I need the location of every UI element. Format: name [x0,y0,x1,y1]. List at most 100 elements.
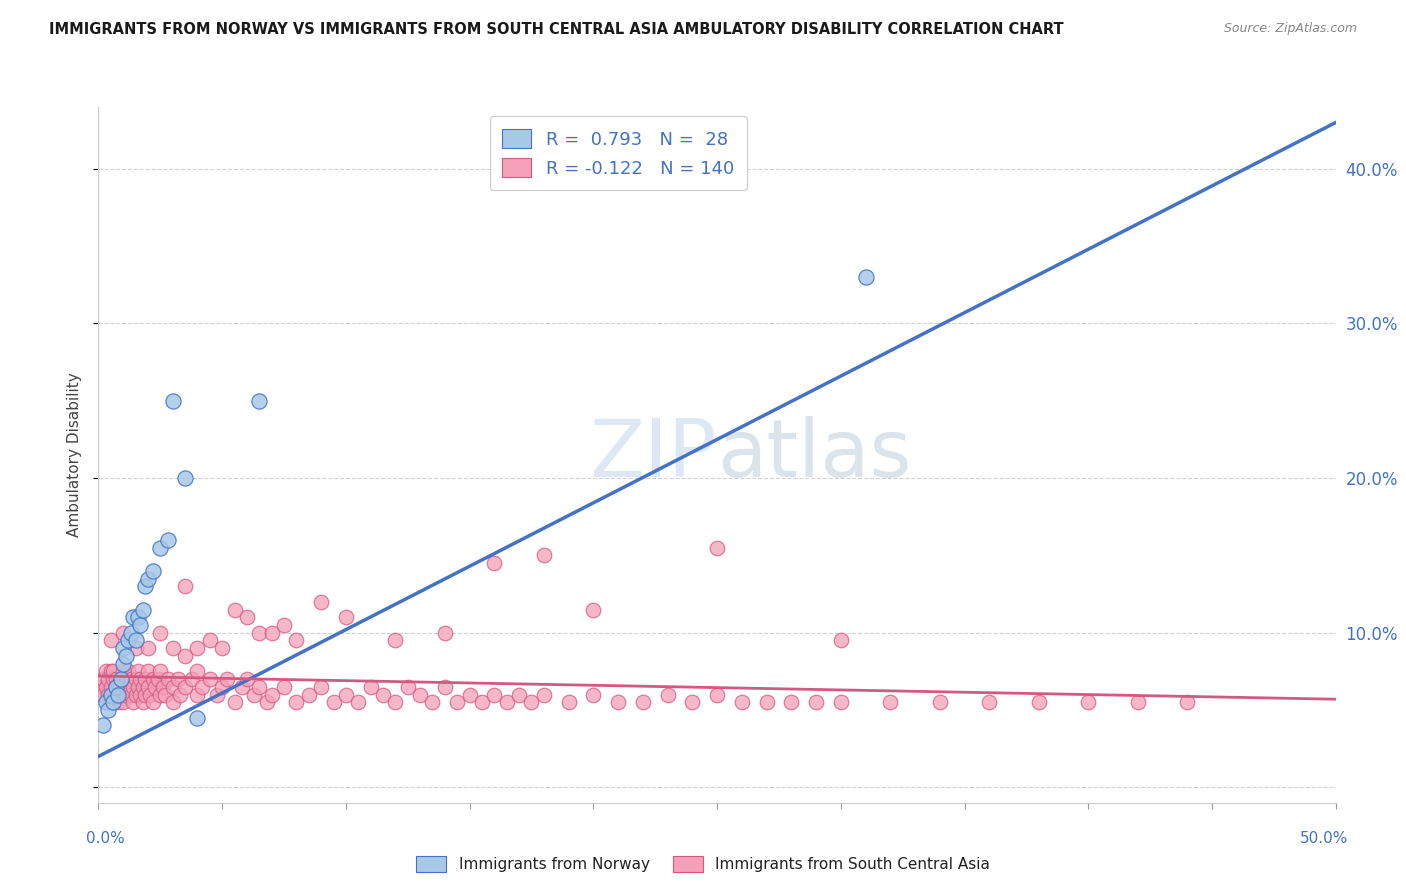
Point [134,672,156,686]
Point [409,688,432,702]
Point [422,695,444,709]
Point [298,688,321,702]
Point [236,610,259,624]
Point [114,672,136,686]
Point [93,688,115,702]
Point [335,610,357,624]
Point [93,672,115,686]
Point [309,595,332,609]
Point [706,688,728,702]
Y-axis label: Ambulatory Disability: Ambulatory Disability [67,373,83,537]
Point [285,695,308,709]
Point [134,579,156,593]
Point [181,672,204,686]
Point [681,695,703,709]
Point [112,695,135,709]
Text: IMMIGRANTS FROM NORWAY VS IMMIGRANTS FROM SOUTH CENTRAL ASIA AMBULATORY DISABILI: IMMIGRANTS FROM NORWAY VS IMMIGRANTS FRO… [49,22,1064,37]
Point [149,665,172,679]
Point [371,688,394,702]
Point [247,625,270,640]
Text: 50.0%: 50.0% [1299,830,1348,846]
Point [1077,695,1099,709]
Point [198,633,221,648]
Point [217,672,239,686]
Point [110,672,132,686]
Point [103,695,125,709]
Point [224,695,246,709]
Point [169,688,191,702]
Point [155,688,177,702]
Point [533,549,555,563]
Point [495,695,517,709]
Point [557,695,579,709]
Point [335,688,357,702]
Point [142,695,165,709]
Point [104,672,127,686]
Point [162,695,184,709]
Point [174,471,197,485]
Point [384,633,406,648]
Point [273,680,295,694]
Point [114,648,136,663]
Point [129,618,152,632]
Point [231,680,253,694]
Point [256,695,278,709]
Point [104,680,127,694]
Point [186,711,208,725]
Point [582,688,605,702]
Point [186,688,208,702]
Point [142,564,165,578]
Point [508,688,530,702]
Point [110,688,132,702]
Point [804,695,827,709]
Point [484,688,506,702]
Point [156,672,179,686]
Point [94,665,117,679]
Point [122,695,145,709]
Point [247,680,270,694]
Text: 0.0%: 0.0% [86,830,125,846]
Point [139,688,162,702]
Point [260,625,283,640]
Point [100,688,122,702]
Point [174,579,197,593]
Point [112,680,135,694]
Point [520,695,543,709]
Point [631,695,654,709]
Point [100,680,122,694]
Point [309,680,332,694]
Point [134,688,156,702]
Point [122,610,145,624]
Point [928,695,950,709]
Point [127,665,149,679]
Point [446,695,468,709]
Point [360,680,382,694]
Point [780,695,803,709]
Point [731,695,754,709]
Point [132,602,155,616]
Point [97,688,120,702]
Point [94,695,117,709]
Point [855,270,877,285]
Point [107,695,129,709]
Point [191,680,214,694]
Point [136,680,159,694]
Point [484,556,506,570]
Legend: R =  0.793   N =  28, R = -0.122   N = 140: R = 0.793 N = 28, R = -0.122 N = 140 [489,116,747,190]
Point [136,665,159,679]
Point [396,680,419,694]
Point [117,680,139,694]
Point [285,633,308,648]
Point [110,672,132,686]
Point [979,695,1001,709]
Point [132,695,155,709]
Point [136,641,159,656]
Point [243,688,266,702]
Point [533,688,555,702]
Point [657,688,679,702]
Point [100,665,122,679]
Point [93,718,115,732]
Point [830,695,852,709]
Point [830,633,852,648]
Point [107,680,129,694]
